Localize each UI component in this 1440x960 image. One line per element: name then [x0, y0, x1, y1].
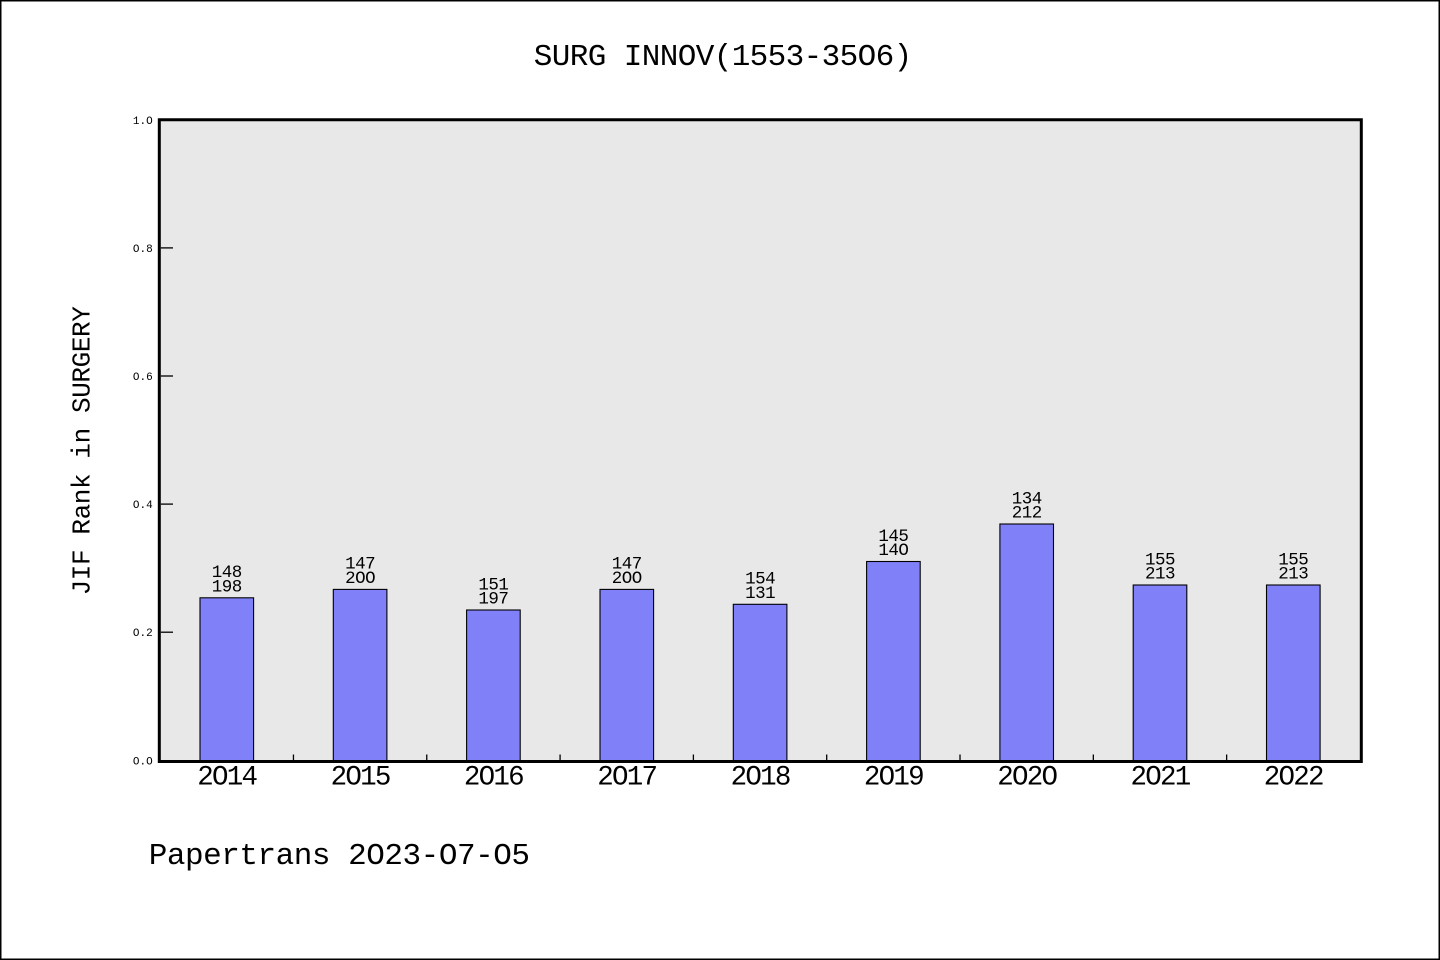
svg-text:O.8: O.8: [133, 244, 153, 256]
svg-text:2O21: 2O21: [1130, 763, 1190, 794]
svg-text:213: 213: [1145, 565, 1175, 585]
svg-text:O.2: O.2: [133, 628, 153, 640]
svg-text:155: 155: [1278, 550, 1308, 570]
svg-text:151: 151: [478, 575, 508, 595]
svg-text:134: 134: [1012, 489, 1042, 509]
svg-text:JIF Rank in SURGERY: JIF Rank in SURGERY: [68, 306, 98, 596]
svg-text:131: 131: [745, 584, 775, 604]
svg-text:2O19: 2O19: [864, 763, 923, 794]
svg-text:1.O: 1.O: [133, 116, 153, 128]
svg-text:154: 154: [745, 570, 775, 590]
svg-text:O.6: O.6: [133, 372, 153, 384]
svg-text:2OO: 2OO: [345, 569, 375, 589]
svg-text:2O18: 2O18: [731, 763, 790, 794]
svg-text:212: 212: [1012, 504, 1042, 524]
svg-text:147: 147: [612, 555, 642, 575]
svg-text:145: 145: [878, 527, 908, 547]
svg-text:148: 148: [212, 563, 242, 583]
svg-text:Papertrans 2O23-O7-O5: Papertrans 2O23-O7-O5: [149, 839, 530, 874]
svg-text:197: 197: [478, 590, 508, 610]
svg-text:2O22: 2O22: [1264, 763, 1323, 794]
svg-text:14O: 14O: [878, 541, 908, 561]
svg-text:213: 213: [1278, 565, 1308, 585]
svg-text:2O17: 2O17: [597, 763, 656, 794]
svg-text:2O16: 2O16: [464, 763, 523, 794]
svg-text:147: 147: [345, 555, 375, 575]
svg-text:2O2O: 2O2O: [997, 763, 1057, 794]
svg-text:2O14: 2O14: [197, 763, 257, 794]
svg-text:2OO: 2OO: [612, 569, 642, 589]
svg-text:O.O: O.O: [133, 756, 153, 768]
svg-text:2O15: 2O15: [331, 763, 390, 794]
svg-text:SURG INNOV(1553-35O6): SURG INNOV(1553-35O6): [534, 40, 912, 75]
svg-text:O.4: O.4: [133, 500, 153, 512]
svg-text:155: 155: [1145, 550, 1175, 570]
svg-text:198: 198: [212, 577, 242, 597]
